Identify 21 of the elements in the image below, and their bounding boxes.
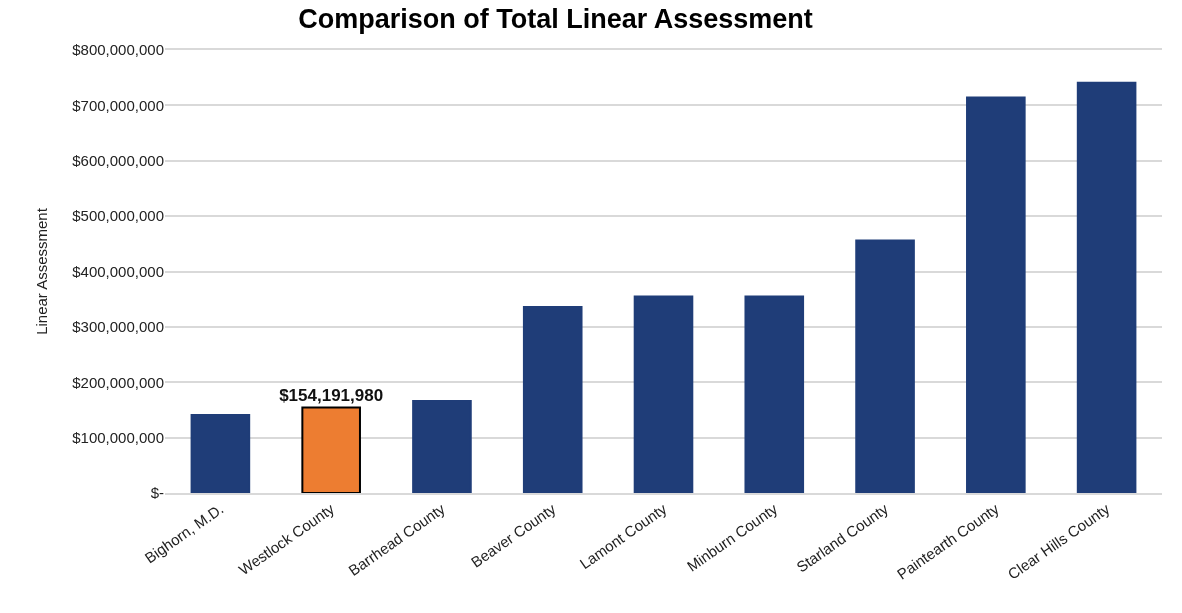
data-label: $154,191,980 (279, 385, 384, 405)
y-axis-title: Linear Assessment (33, 207, 51, 335)
y-tick-label: $500,000,000 (72, 207, 164, 225)
bar (966, 96, 1026, 493)
y-tick-label: $- (150, 484, 164, 502)
bar (633, 295, 694, 493)
y-tick-label: $300,000,000 (72, 318, 164, 336)
y-tick-label: $100,000,000 (72, 428, 164, 446)
y-tick-label: $800,000,000 (72, 41, 164, 59)
y-tick-label: $600,000,000 (72, 152, 164, 169)
y-tick-label: $200,000,000 (72, 373, 164, 391)
bar (412, 400, 472, 493)
bar (301, 406, 361, 493)
bar (744, 295, 805, 493)
chart-title: Comparison of Total Linear Assessment (298, 4, 813, 35)
y-tick-label: $700,000,000 (72, 96, 164, 114)
bar (1076, 81, 1137, 493)
y-tick-label: $400,000,000 (72, 262, 164, 280)
bar (522, 305, 583, 493)
bar (190, 413, 251, 493)
bar (855, 239, 915, 493)
